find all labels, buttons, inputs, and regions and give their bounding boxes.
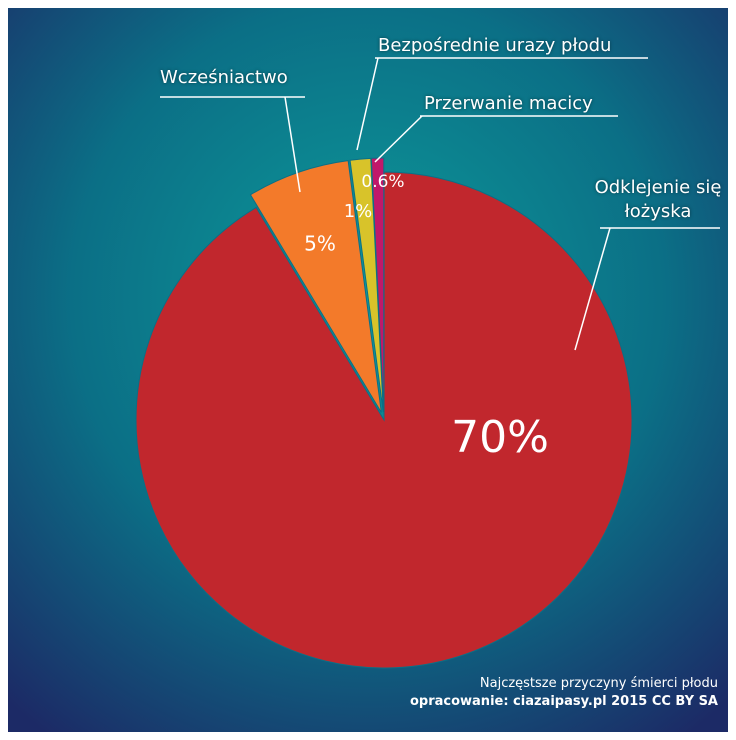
leader-line bbox=[356, 57, 379, 151]
category-label: Wcześniactwo bbox=[160, 67, 288, 88]
leader-line bbox=[284, 96, 301, 193]
footer-title: Najczęstsze przyczyny śmierci płodu bbox=[479, 676, 718, 691]
category-label: Odklejenie się łożyska bbox=[594, 177, 722, 222]
category-label: Bezpośrednie urazy płodu bbox=[378, 35, 612, 56]
footer-credit: opracowanie: ciazaipasy.pl 2015 CC BY SA bbox=[409, 694, 718, 709]
pie-slice bbox=[135, 171, 633, 669]
value-label: 1% bbox=[344, 201, 373, 222]
leader-line bbox=[574, 227, 611, 351]
leader-line bbox=[374, 115, 423, 163]
pie-slice bbox=[370, 157, 385, 413]
value-label: 5% bbox=[304, 232, 336, 256]
value-label: 70% bbox=[451, 412, 549, 463]
category-label: Przerwanie macicy bbox=[424, 93, 593, 114]
pie-slice bbox=[349, 157, 384, 413]
value-label: 0.6% bbox=[361, 172, 404, 192]
